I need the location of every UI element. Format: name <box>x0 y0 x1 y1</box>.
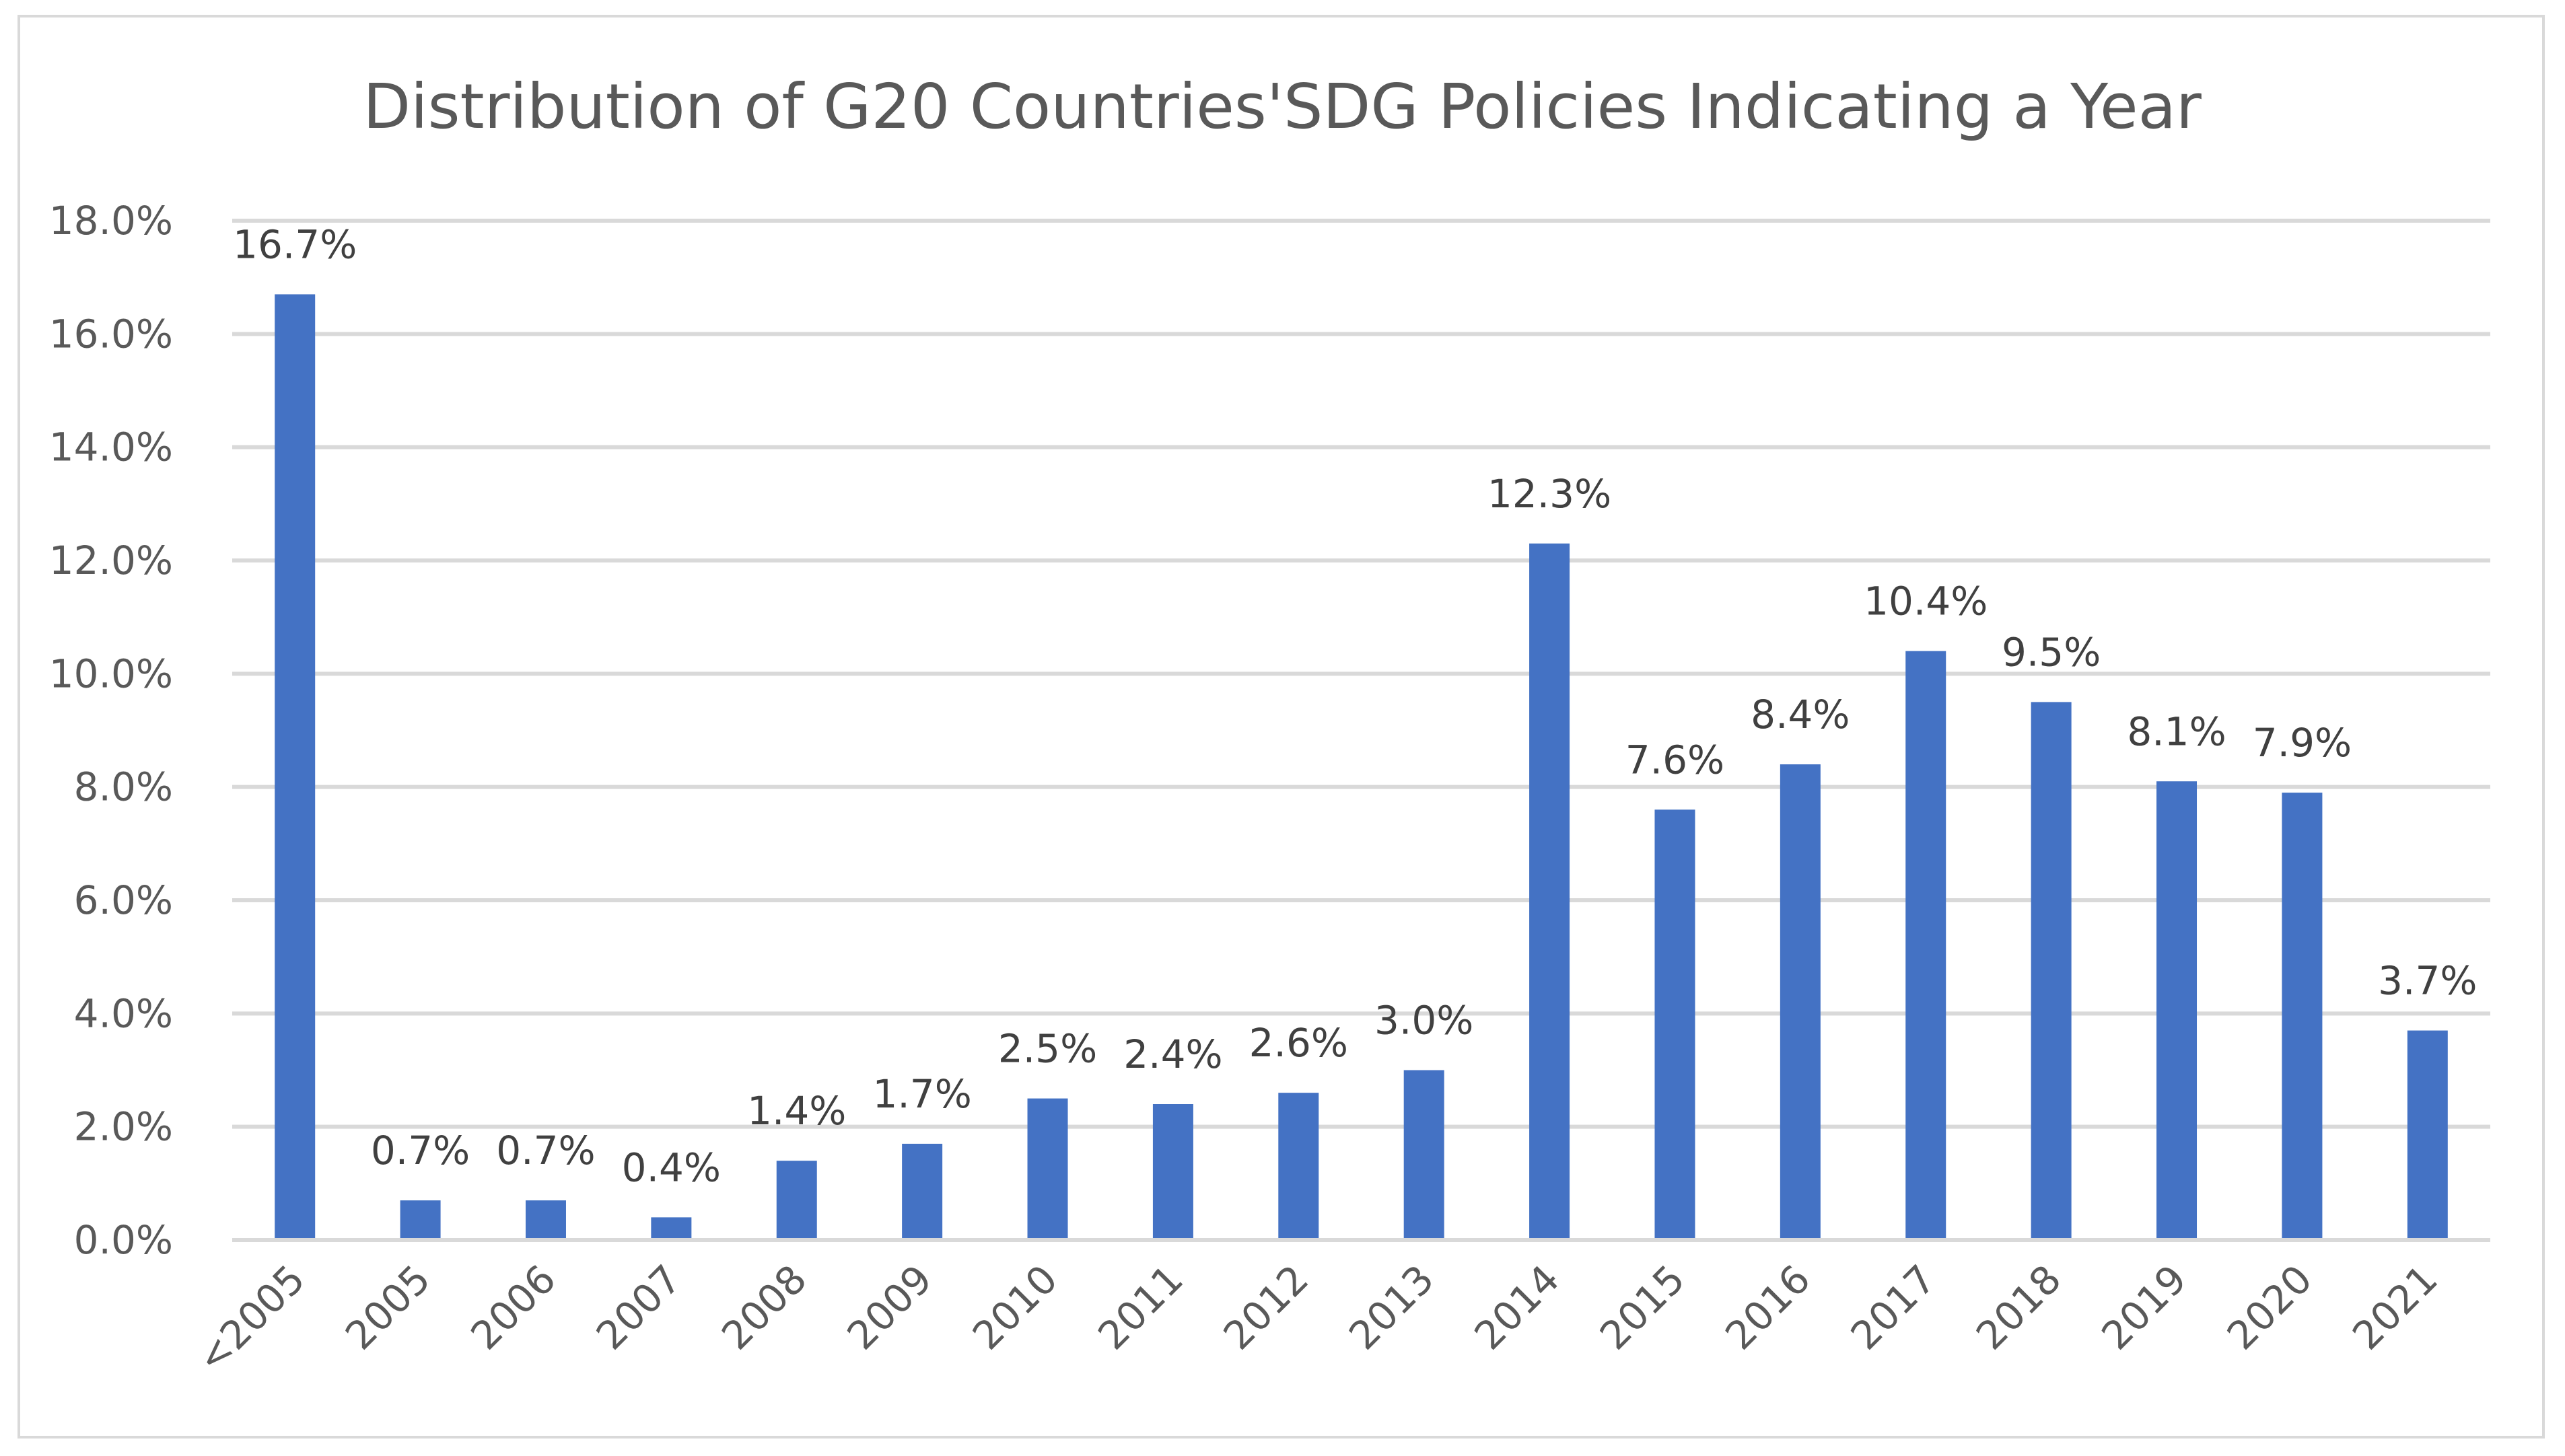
x-tick-label: 2015 <box>1591 1256 1693 1358</box>
x-tick-label: 2020 <box>2218 1256 2321 1358</box>
data-label: 16.7% <box>233 221 357 267</box>
x-tick-label: 2008 <box>713 1256 815 1358</box>
data-label: 8.1% <box>2127 708 2226 754</box>
x-tick-label: 2017 <box>1842 1256 1944 1358</box>
bar-series <box>275 294 2448 1241</box>
data-label: 8.4% <box>1751 692 1850 737</box>
y-tick-label: 4.0% <box>74 990 173 1036</box>
x-tick-label: 2016 <box>1716 1256 1819 1358</box>
data-label: 1.4% <box>747 1088 846 1134</box>
bar <box>1403 1070 1444 1240</box>
data-label: 2.4% <box>1123 1031 1222 1077</box>
bar <box>1905 651 1946 1240</box>
y-tick-label: 18.0% <box>49 198 173 244</box>
chart-title: Distribution of G20 Countries'SDG Polici… <box>363 71 2202 143</box>
data-label: 7.6% <box>1625 737 1724 782</box>
data-label: 7.9% <box>2253 720 2352 766</box>
x-tick-label: 2021 <box>2344 1256 2446 1358</box>
data-label: 0.4% <box>622 1144 721 1190</box>
data-label: 10.4% <box>1864 579 1988 624</box>
data-label: 3.0% <box>1374 998 1473 1044</box>
data-label: 2.5% <box>998 1026 1097 1072</box>
bar <box>275 294 316 1241</box>
y-tick-label: 8.0% <box>74 764 173 810</box>
data-label: 12.3% <box>1487 471 1611 517</box>
y-axis-tick-labels: 0.0% 2.0% 4.0% 6.0% 8.0% 10.0% 12.0% 14.0% 16.0%… <box>49 198 173 1263</box>
data-label: 2.6% <box>1249 1020 1348 1066</box>
x-tick-label: 2007 <box>588 1256 690 1358</box>
x-tick-label: <2005 <box>188 1256 314 1382</box>
bar <box>525 1200 566 1240</box>
x-tick-label: 2010 <box>964 1256 1066 1358</box>
y-tick-label: 14.0% <box>49 425 173 470</box>
y-tick-label: 16.0% <box>49 311 173 357</box>
y-tick-label: 0.0% <box>74 1217 173 1263</box>
x-axis-tick-labels: <2005 2005 2006 2007 2008 2009 2010 2011 2012 201… <box>188 1256 2446 1382</box>
x-tick-label: 2006 <box>462 1256 564 1358</box>
bar <box>2407 1030 2448 1240</box>
bar <box>2282 793 2323 1240</box>
bar <box>902 1143 943 1240</box>
y-tick-label: 2.0% <box>74 1104 173 1150</box>
bar <box>651 1217 692 1240</box>
bar <box>776 1161 817 1240</box>
gridlines <box>232 219 2490 1129</box>
bar <box>1027 1098 1068 1240</box>
x-tick-label: 2011 <box>1089 1256 1191 1358</box>
y-tick-label: 12.0% <box>49 538 173 583</box>
y-tick-label: 6.0% <box>74 877 173 923</box>
bar <box>1654 809 1695 1240</box>
x-tick-label: 2018 <box>1967 1256 2070 1358</box>
x-tick-label: 2012 <box>1215 1256 1317 1358</box>
bar <box>400 1200 441 1240</box>
data-label: 0.7% <box>496 1128 595 1173</box>
data-label: 9.5% <box>2002 629 2101 675</box>
data-label: 3.7% <box>2378 958 2477 1004</box>
bar <box>1529 543 1570 1240</box>
x-tick-label: 2005 <box>337 1256 439 1358</box>
bar <box>1152 1104 1193 1240</box>
bar <box>1278 1093 1319 1240</box>
x-tick-label: 2013 <box>1340 1256 1442 1358</box>
data-label: 1.7% <box>872 1071 971 1117</box>
bar <box>1780 764 1821 1240</box>
bar <box>2031 702 2072 1240</box>
x-tick-label: 2019 <box>2093 1256 2195 1358</box>
y-tick-label: 10.0% <box>49 651 173 696</box>
x-tick-label: 2014 <box>1466 1256 1568 1358</box>
data-labels: 16.7% 0.7% 0.7% 0.4% 1.4% 1.7% 2.5% 2.4% 2.6% 3.0… <box>233 221 2477 1190</box>
bar <box>2156 781 2198 1240</box>
x-tick-label: 2009 <box>839 1256 941 1358</box>
data-label: 0.7% <box>371 1128 470 1173</box>
